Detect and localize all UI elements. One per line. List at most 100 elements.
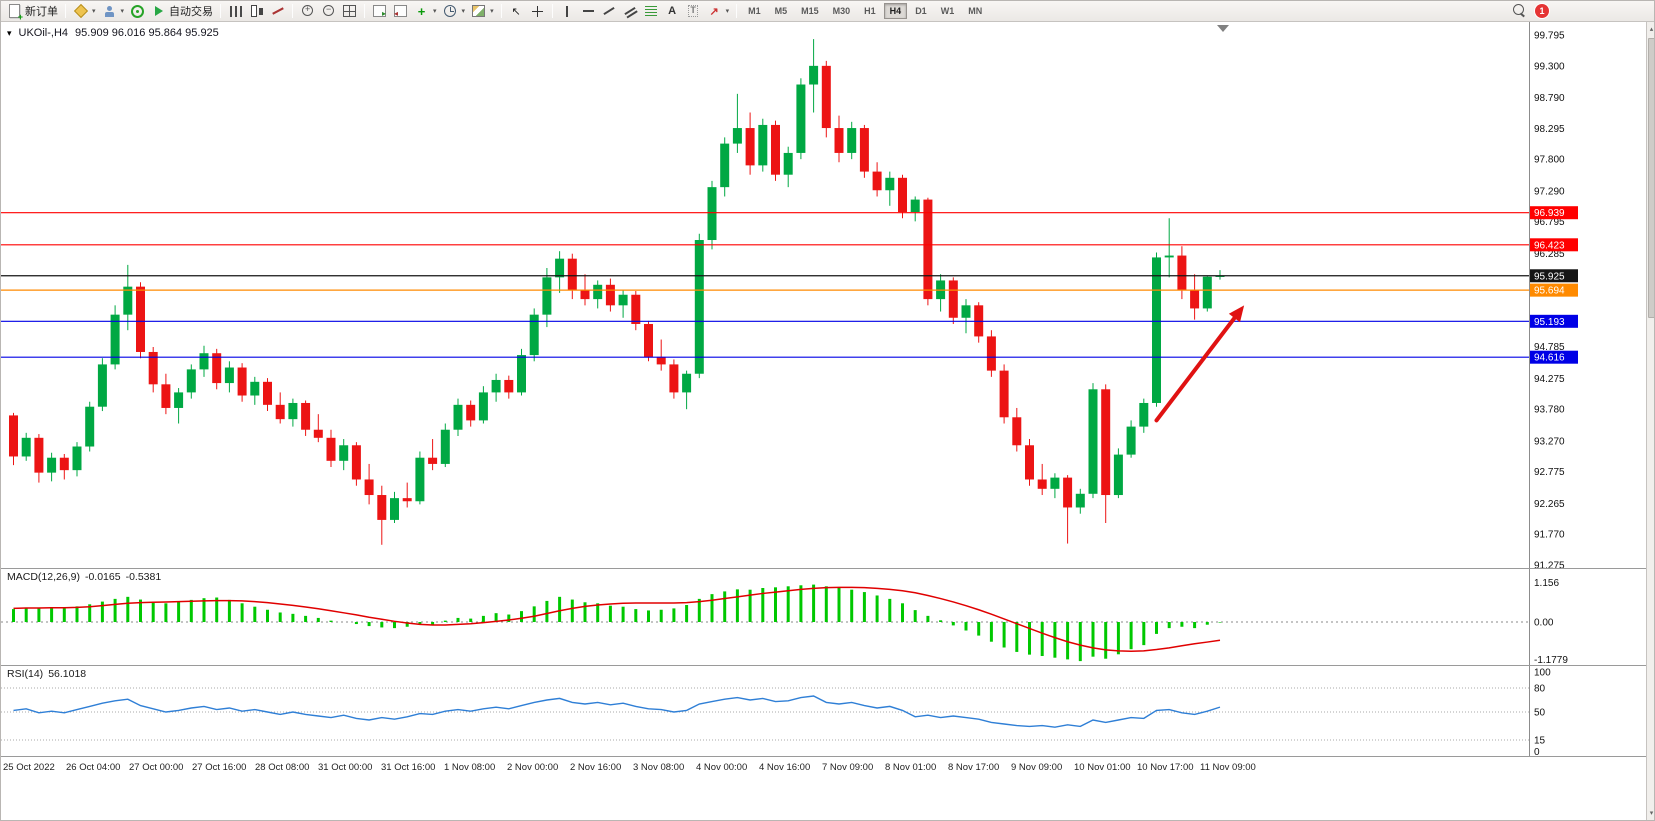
new-chart-button[interactable] [70, 2, 99, 21]
main-chart-panel: 99.795 99.300 98.790 98.295 97.800 97.290 96.7… [1, 22, 1646, 568]
fibonacci-icon [644, 4, 659, 19]
scrollbar-thumb[interactable] [1648, 38, 1654, 318]
periods-button[interactable] [440, 2, 469, 21]
time-label: 8 Nov 17:00 [948, 762, 1000, 773]
svg-text:91.275: 91.275 [1534, 561, 1565, 568]
timeframe-m15[interactable]: M15 [801, 6, 819, 16]
timeframe-h1[interactable]: H1 [864, 6, 876, 16]
zoom-in-button[interactable] [297, 2, 318, 21]
time-label: 7 Nov 09:00 [822, 762, 874, 773]
time-label: 9 Nov 09:00 [1011, 762, 1063, 773]
trendline-button[interactable] [599, 2, 620, 21]
time-label: 11 Nov 09:00 [1200, 762, 1256, 773]
time-label: 3 Nov 08:00 [633, 762, 685, 773]
svg-text:96.795: 96.795 [1534, 217, 1565, 228]
time-label: 4 Nov 00:00 [696, 762, 748, 773]
horizontal-lines-layer[interactable]: 96.939 96.423 95.925 95.694 95.193 94.616 [1, 206, 1578, 364]
timeframe-m30[interactable]: M30 [832, 6, 851, 16]
macd-canvas[interactable]: 1.156 0.00 -1.1779 [1, 568, 1646, 665]
svg-text:93.270: 93.270 [1534, 436, 1565, 447]
time-label: 2 Nov 16:00 [570, 762, 622, 773]
timeframe-w1[interactable]: W1 [940, 6, 955, 16]
chart-shift-icon [393, 4, 408, 19]
signals-icon [130, 4, 145, 19]
main-chart-canvas[interactable]: 99.795 99.300 98.790 98.295 97.800 97.290 96.7… [1, 22, 1646, 568]
candles-layer [9, 39, 1225, 545]
auto-trading-icon [151, 4, 166, 19]
auto-scroll-button[interactable] [369, 2, 390, 21]
svg-text:97.800: 97.800 [1534, 155, 1565, 166]
horizontal-line-button[interactable] [578, 2, 599, 21]
vertical-line-button[interactable] [557, 2, 578, 21]
templates-button[interactable] [468, 2, 497, 21]
svg-text:98.295: 98.295 [1534, 124, 1565, 135]
scroll-up-button[interactable] [1647, 22, 1654, 36]
scrollbar-track[interactable] [1647, 36, 1654, 806]
scroll-down-button[interactable] [1647, 806, 1654, 820]
bar-chart-button[interactable] [225, 2, 246, 21]
timeframe-h4[interactable]: H4 [883, 3, 908, 19]
svg-text:93.780: 93.780 [1534, 405, 1565, 416]
timeframe-d1[interactable]: D1 [915, 6, 927, 16]
timeframe-m5[interactable]: M5 [774, 6, 788, 16]
profiles-button[interactable] [99, 2, 128, 21]
chart-ohlc-values: 95.909 96.016 95.864 95.925 [75, 27, 219, 39]
zoom-out-button[interactable] [318, 2, 339, 21]
vertical-scrollbar[interactable] [1646, 22, 1654, 820]
new-order-button[interactable]: 新订单 [4, 2, 61, 22]
indicators-button[interactable] [411, 2, 440, 21]
toolbar-right: 1 [1511, 3, 1549, 18]
svg-text:0: 0 [1534, 747, 1540, 756]
svg-text:95.694: 95.694 [1534, 286, 1565, 297]
tile-windows-button[interactable] [339, 2, 360, 21]
time-axis[interactable]: 25 Oct 2022 26 Oct 04:00 27 Oct 00:00 27 Oc… [1, 756, 1646, 779]
bar-chart-icon [228, 4, 243, 19]
arrows-icon [707, 4, 722, 19]
timeframe-mn[interactable]: MN [968, 6, 983, 16]
chart-title: UKOil-,H4 95.909 96.016 95.864 95.925 [7, 27, 219, 39]
time-label: 10 Nov 17:00 [1137, 762, 1194, 773]
rsi-canvas[interactable]: 100 80 50 150 [1, 665, 1646, 756]
time-label: 10 Nov 01:00 [1074, 762, 1131, 773]
auto-trading-button[interactable]: 自动交易 [148, 2, 216, 21]
cursor-button[interactable] [506, 2, 527, 21]
arrow-annotation[interactable] [1154, 305, 1245, 423]
svg-text:50: 50 [1534, 708, 1546, 719]
candlestick-chart-button[interactable] [246, 2, 267, 21]
svg-text:99.795: 99.795 [1534, 31, 1565, 42]
time-label: 31 Oct 16:00 [381, 762, 436, 773]
macd-panel: 1.156 0.00 -1.1779 MACD(12,26,9) -0.0165 -… [1, 568, 1646, 665]
one-click-trading-toggle[interactable] [7, 27, 12, 39]
chart-symbol-period: UKOil-,H4 [18, 27, 69, 39]
rsi-label: RSI(14) 56.1018 [7, 668, 86, 680]
svg-text:96.939: 96.939 [1534, 208, 1565, 219]
fibonacci-button[interactable] [641, 2, 662, 21]
crosshair-icon [530, 4, 545, 19]
macd-signal-line [13, 586, 1221, 652]
price-axis[interactable]: 99.795 99.300 98.790 98.295 97.800 97.290 96.7… [1534, 31, 1565, 568]
notification-badge[interactable]: 1 [1535, 3, 1549, 18]
signals-button[interactable] [127, 2, 148, 21]
cursor-icon [509, 4, 524, 19]
time-label: 31 Oct 00:00 [318, 762, 373, 773]
trendline-icon [602, 4, 617, 19]
horizontal-line-icon [581, 4, 596, 19]
timeframe-m1[interactable]: M1 [748, 6, 761, 16]
vertical-line-icon [560, 4, 575, 19]
text-button[interactable] [662, 2, 683, 21]
equidistant-channel-button[interactable] [620, 2, 641, 21]
time-label: 26 Oct 04:00 [66, 762, 121, 773]
chart-shift-button[interactable] [390, 2, 411, 21]
time-label: 1 Nov 08:00 [444, 762, 496, 773]
svg-text:80: 80 [1534, 684, 1546, 695]
search-icon[interactable] [1511, 3, 1526, 18]
equidistant-channel-icon [623, 4, 638, 19]
rsi-name: RSI(14) [7, 668, 44, 680]
rsi-panel: 100 80 50 15 0 RSI(14) 56.1018 [1, 665, 1646, 756]
arrows-button[interactable] [704, 2, 733, 21]
indicators-icon [414, 4, 429, 19]
macd-main-value: -0.0165 [84, 571, 121, 583]
line-chart-button[interactable] [267, 2, 288, 21]
text-label-button[interactable] [683, 2, 704, 21]
crosshair-button[interactable] [527, 2, 548, 21]
